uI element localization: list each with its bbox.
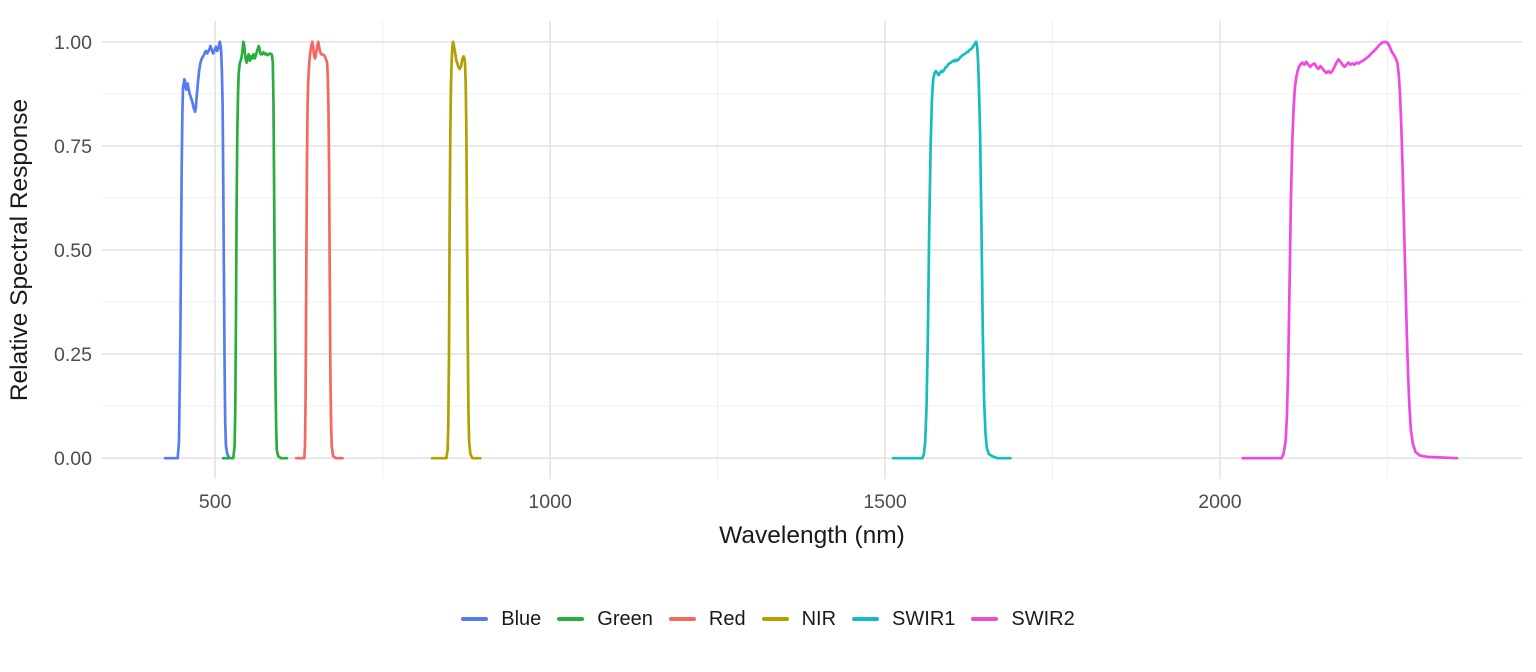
x-axis-tick-label: 500: [199, 491, 232, 513]
x-axis-tick-label: 2000: [1198, 491, 1242, 513]
y-axis-tick-label: 0.75: [54, 136, 92, 158]
x-axis-tick-label: 1500: [863, 491, 907, 513]
legend-swatch-green: [557, 617, 585, 621]
legend-swatch-swir2: [971, 617, 999, 621]
chart-legend: Blue Green Red NIR SWIR1 SWIR2: [0, 604, 1536, 634]
legend-label-nir: NIR: [801, 608, 837, 630]
legend-swatch-red: [668, 617, 696, 621]
legend-item-nir: NIR: [761, 608, 837, 630]
legend-label-blue: Blue: [501, 608, 542, 630]
legend-swatch-blue: [461, 617, 489, 621]
y-axis-tick-label: 0.00: [54, 448, 92, 470]
y-axis-title: Relative Spectral Response: [6, 99, 33, 401]
legend-item-green: Green: [557, 609, 653, 629]
legend-item-red: Red: [668, 608, 746, 630]
spectral-response-chart: 500 1000 1500 2000 0.00 0.25 0.50 0.75 1.00 Wave…: [6, 21, 1522, 549]
series-lines: [163, 40, 1459, 460]
major-gridlines: [102, 21, 1522, 479]
series-line-nir: [430, 40, 482, 460]
legend-item-blue: Blue: [461, 609, 541, 629]
legend-item-swir1: SWIR1: [852, 609, 955, 629]
series-line-red: [294, 40, 344, 460]
y-axis-tick-label: 0.25: [54, 344, 92, 366]
series-line-blue: [163, 40, 231, 460]
legend-swatch-nir: [761, 617, 789, 621]
series-line-swir1: [891, 40, 1012, 460]
legend-label-red: Red: [708, 608, 746, 630]
legend-label-green: Green: [597, 608, 653, 630]
series-line-green: [221, 40, 289, 460]
x-axis-tick-label: 1000: [528, 491, 572, 513]
legend-label-swir1: SWIR1: [892, 608, 956, 630]
legend-label-swir2: SWIR2: [1011, 608, 1075, 630]
series-line-swir2: [1241, 40, 1459, 460]
y-axis-tick-label: 0.50: [54, 240, 92, 262]
legend-swatch-swir1: [852, 617, 880, 621]
legend-item-swir2: SWIR2: [971, 608, 1075, 630]
x-axis-title: Wavelength (nm): [719, 522, 905, 549]
axis-tick-labels: 500 1000 1500 2000 0.00 0.25 0.50 0.75 1.00: [54, 32, 1242, 513]
y-axis-tick-label: 1.00: [54, 32, 92, 54]
